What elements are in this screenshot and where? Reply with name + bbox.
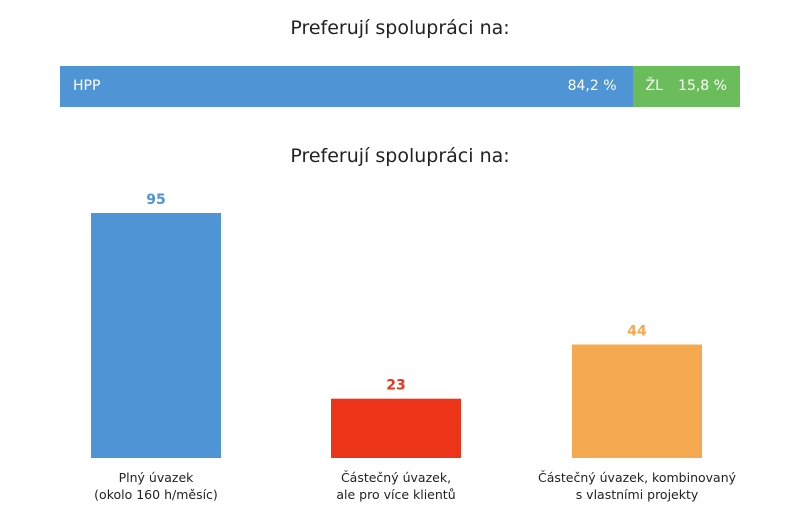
segment-zl-label: ŽL <box>645 78 663 94</box>
bar-3 <box>572 344 702 458</box>
segment-hpp-label: HPP <box>73 78 101 94</box>
segment-hpp: HPP 84,2 % <box>60 66 633 107</box>
category-label-3-line-1: Částečný úvazek, kombinovaný <box>538 470 737 485</box>
category-label-2-line-2: ale pro více klientů <box>336 487 455 502</box>
segment-zl-value: 15,8 % <box>678 78 727 94</box>
bar-1 <box>91 213 221 458</box>
stacked-chart-title: Preferují spolupráci na: <box>290 17 510 39</box>
category-label-2-line-1: Částečný úvazek, <box>341 470 451 485</box>
stacked-bar: HPP 84,2 % ŽL 15,8 % <box>60 66 740 107</box>
segment-hpp-value: 84,2 % <box>567 78 617 94</box>
segment-zl: ŽL 15,8 % <box>632 66 740 107</box>
bar-2 <box>331 398 461 458</box>
bar-value-label-2: 23 <box>386 378 405 394</box>
category-label-1-line-2: (okolo 160 h/měsíc) <box>94 487 218 502</box>
bar-value-label-3: 44 <box>627 324 647 340</box>
bar-chart-title: Preferují spolupráci na: <box>290 145 510 167</box>
category-label-1-line-1: Plný úvazek <box>119 470 195 485</box>
category-label-3-line-2: s vlastními projekty <box>576 487 699 502</box>
bar-value-label-1: 95 <box>146 192 165 208</box>
